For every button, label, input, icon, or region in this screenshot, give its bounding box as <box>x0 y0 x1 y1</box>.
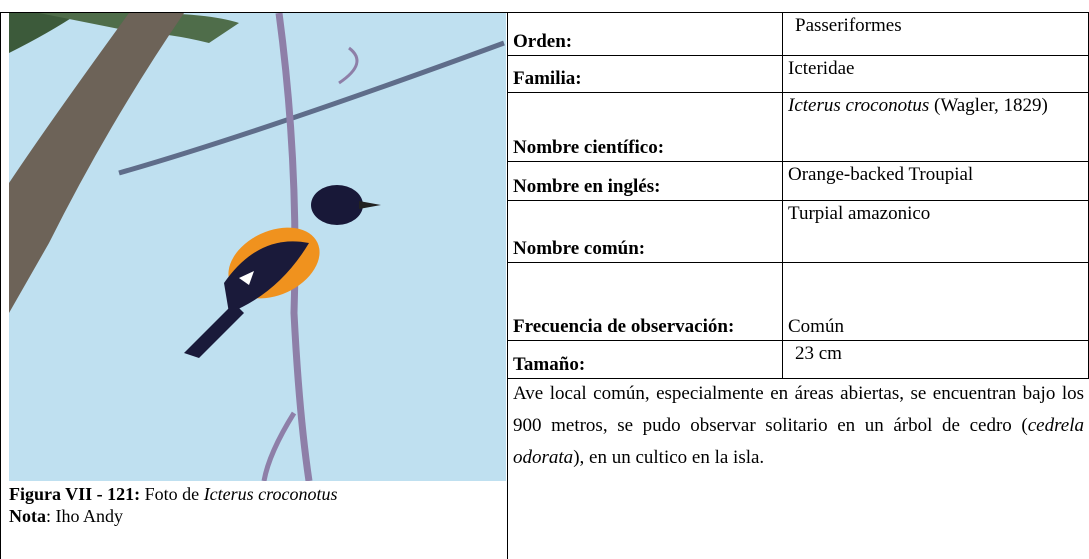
row-label: Nombre en inglés: <box>507 161 783 201</box>
table-row: Familia: Icteridae <box>507 55 1089 93</box>
row-value: Orange-backed Troupial <box>782 161 1089 201</box>
row-label: Nombre común: <box>507 200 783 263</box>
note: Nota: Iho Andy <box>9 505 338 527</box>
species-table: Orden: Passeriformes Familia: Icteridae Nomb… <box>507 12 1089 379</box>
value-part: Icteridae <box>788 58 855 79</box>
caption-species: Icterus croconotus <box>203 484 338 504</box>
row-label: Tamaño: <box>507 340 783 379</box>
note-text: : Iho Andy <box>46 506 124 526</box>
value-part: Orange-backed Troupial <box>788 164 974 185</box>
value-part: 23 cm <box>795 343 842 364</box>
table-row: Tamaño: 23 cm <box>507 340 1089 379</box>
caption: Figura VII - 121: Foto de Icterus crocon… <box>9 483 338 527</box>
table-row: Nombre científico: Icterus croconotus (Wa… <box>507 92 1089 162</box>
value-part: Común <box>788 316 844 337</box>
row-label: Frecuencia de observación: <box>507 262 783 341</box>
caption-label: Figura VII - 121: <box>9 484 141 504</box>
row-value: Común <box>782 262 1089 341</box>
caption-text: Foto de <box>144 484 200 504</box>
figure-caption: Figura VII - 121: Foto de Icterus crocon… <box>9 483 338 505</box>
description-text: ), en un cultico en la isla. <box>573 447 765 468</box>
figure-cell: Figura VII - 121: Foto de Icterus crocon… <box>0 12 507 559</box>
value-part: Passeriformes <box>795 15 902 36</box>
row-value: 23 cm <box>782 340 1089 379</box>
description: Ave local común, especialmente en áreas … <box>507 378 1089 559</box>
table-row: Orden: Passeriformes <box>507 12 1089 56</box>
row-value: Icteridae <box>782 55 1089 93</box>
row-value: Turpial amazonico <box>782 200 1089 263</box>
value-part: Turpial amazonico <box>788 203 931 224</box>
value-part: (Wagler, 1829) <box>934 95 1048 116</box>
description-text: Ave local común, especialmente en áreas … <box>513 383 1084 436</box>
row-label: Nombre científico: <box>507 92 783 162</box>
row-label: Familia: <box>507 55 783 93</box>
value-part: Icterus croconotus <box>788 95 930 116</box>
row-value: Icterus croconotus (Wagler, 1829) <box>782 92 1089 162</box>
bird-photo <box>9 13 506 481</box>
description-species: cedrela odorata <box>513 415 1084 468</box>
row-value: Passeriformes <box>782 12 1089 56</box>
table-row: Nombre común: Turpial amazonico <box>507 200 1089 263</box>
row-label: Orden: <box>507 12 783 56</box>
table-row: Nombre en inglés: Orange-backed Troupial <box>507 161 1089 201</box>
table-row: Frecuencia de observación: Común <box>507 262 1089 341</box>
note-label: Nota <box>9 506 46 526</box>
